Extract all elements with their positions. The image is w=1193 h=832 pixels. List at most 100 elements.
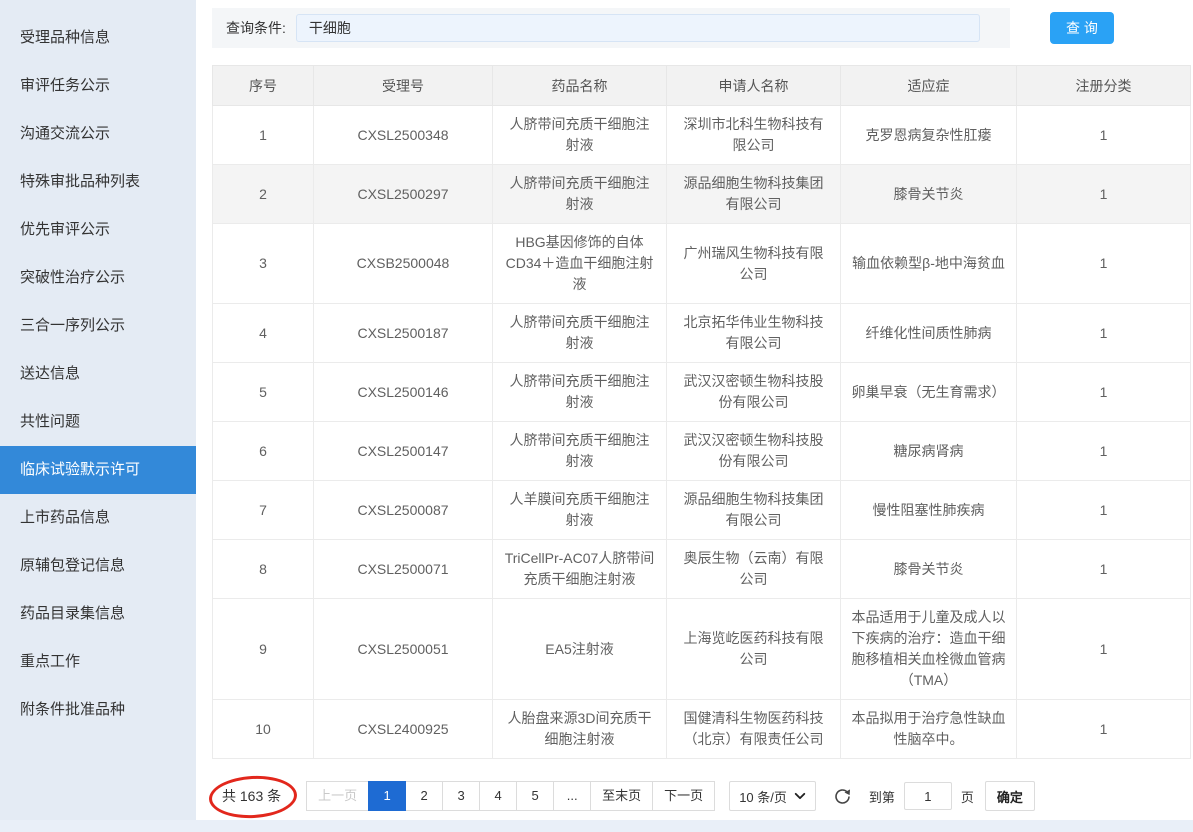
sidebar-menu: 受理品种信息 审评任务公示 沟通交流公示特殊审批品种列表 优先审评公示 突破性治疗公示三…	[0, 14, 196, 734]
sidebar-item[interactable]: 送达信息	[20, 365, 81, 382]
table-cell: 1	[1016, 539, 1191, 599]
table-cell: 5	[212, 362, 314, 422]
sidebar: 受理品种信息 审评任务公示 沟通交流公示特殊审批品种列表 优先审评公示 突破性治疗公示三…	[0, 0, 196, 821]
table-cell: 2	[212, 164, 314, 224]
page-button[interactable]: 1	[368, 781, 407, 811]
total-count-text: 共 163 条	[222, 788, 282, 804]
sidebar-item[interactable]: 共性问题	[20, 413, 81, 430]
table-cell: 本品拟用于治疗急性缺血性脑卒中。	[840, 699, 1017, 759]
table-cell: 1	[1016, 598, 1191, 700]
table-cell: 输血依赖型β-地中海贫血	[840, 223, 1017, 304]
table-cell: 武汉汉密顿生物科技股份有限公司	[666, 362, 841, 422]
table-cell: 1	[1016, 362, 1191, 422]
page-button[interactable]: 5	[516, 781, 555, 811]
table-cell: 慢性阻塞性肺疾病	[840, 480, 1017, 540]
table-cell: 10	[212, 699, 314, 759]
table-cell: 人脐带间充质干细胞注射液	[492, 362, 667, 422]
query-condition-label: 查询条件:	[226, 20, 286, 36]
table-header-row: 序号 受理号 药品名称 申请人名称 适应症 注册分类	[212, 65, 1191, 106]
table-row: 5 CXSL2500146 人脐带间充质干细胞注射液 武汉汉密顿生物科技股份有限公司卵…	[212, 362, 1191, 422]
page-button[interactable]: 2	[405, 781, 444, 811]
table-cell: 纤维化性间质性肺病	[840, 303, 1017, 363]
page-button[interactable]: 4	[479, 781, 518, 811]
page-size-select[interactable]: 10 条/页	[729, 781, 816, 811]
table-cell: 人脐带间充质干细胞注射液	[492, 303, 667, 363]
table-cell: 1	[1016, 164, 1191, 224]
table-cell: EA5注射液	[492, 598, 667, 700]
sidebar-item[interactable]: 受理品种信息	[20, 29, 111, 46]
sidebar-item[interactable]: 临床试验默示许可	[0, 446, 196, 494]
table-cell: 源品细胞生物科技集团有限公司	[666, 480, 841, 540]
table-cell: TriCellPr-AC07人脐带间充质干细胞注射液	[492, 539, 667, 599]
table-cell: 4	[212, 303, 314, 363]
table-cell: 6	[212, 421, 314, 481]
table-row: 7 CXSL2500087 人羊膜间充质干细胞注射液 源品细胞生物科技集团有限公司 慢性…	[212, 480, 1191, 540]
column-header: 药品名称	[492, 65, 667, 106]
table-row: 10 CXSL2400925 人胎盘来源3D间充质干细胞注射液 国健清科生物医药科技（…	[212, 699, 1191, 759]
sidebar-item[interactable]: 突破性治疗公示	[20, 269, 126, 286]
sidebar-item[interactable]: 重点工作	[20, 653, 81, 670]
table-cell: 1	[1016, 105, 1191, 165]
table-cell: 1	[1016, 480, 1191, 540]
table-cell: 1	[1016, 421, 1191, 481]
sidebar-item[interactable]: 审评任务公示	[20, 77, 111, 94]
table-cell: 人脐带间充质干细胞注射液	[492, 105, 667, 165]
table-body: 1 CXSL2500348 人脐带间充质干细胞注射液 深圳市北科生物科技有限公司 克罗恩…	[212, 105, 1191, 759]
sidebar-item[interactable]: 原辅包登记信息	[20, 557, 126, 574]
column-header: 受理号	[313, 65, 493, 106]
sidebar-item[interactable]: 附条件批准品种	[20, 701, 126, 718]
table-cell: CXSL2500147	[313, 421, 493, 481]
sidebar-item[interactable]: 沟通交流公示	[20, 125, 111, 142]
table-cell: 上海览屹医药科技有限公司	[666, 598, 841, 700]
jump-prefix-label: 到第	[868, 789, 895, 805]
table-cell: 1	[212, 105, 314, 165]
table-cell: 广州瑞风生物科技有限公司	[666, 223, 841, 304]
refresh-icon[interactable]	[833, 787, 852, 806]
sidebar-item[interactable]: 药品目录集信息	[20, 605, 126, 622]
table-cell: CXSL2500087	[313, 480, 493, 540]
column-header: 序号	[212, 65, 314, 106]
sidebar-item[interactable]: 特殊审批品种列表	[20, 173, 141, 190]
table-cell: CXSL2500146	[313, 362, 493, 422]
confirm-button[interactable]: 确定	[984, 781, 1035, 811]
page-button[interactable]: 3	[442, 781, 481, 811]
query-row: 查询条件: 查 询	[212, 8, 1190, 48]
ellipsis-page-button[interactable]: ...	[553, 781, 592, 811]
table-cell: 9	[212, 598, 314, 700]
table-cell: 膝骨关节炎	[840, 164, 1017, 224]
table-cell: 卵巢早衰（无生育需求）	[840, 362, 1017, 422]
table-row: 6 CXSL2500147 人脐带间充质干细胞注射液 武汉汉密顿生物科技股份有限公司糖…	[212, 421, 1191, 481]
query-input[interactable]	[295, 14, 980, 42]
table-cell: CXSL2500051	[313, 598, 493, 700]
table-cell: 糖尿病肾病	[840, 421, 1017, 481]
table-cell: 膝骨关节炎	[840, 539, 1017, 599]
table-cell: 3	[212, 223, 314, 304]
table-row: 9 CXSL2500051 EA5注射液 上海览屹医药科技有限公司 本品适用于儿童及成人…	[212, 598, 1191, 700]
table-cell: CXSL2500071	[313, 539, 493, 599]
table-cell: 人脐带间充质干细胞注射液	[492, 164, 667, 224]
query-button[interactable]: 查 询	[1050, 12, 1114, 44]
column-header: 注册分类	[1016, 65, 1191, 106]
table-cell: 人脐带间充质干细胞注射液	[492, 421, 667, 481]
table-cell: CXSB2500048	[313, 223, 493, 304]
table-row: 1 CXSL2500348 人脐带间充质干细胞注射液 深圳市北科生物科技有限公司 克罗恩…	[212, 105, 1191, 165]
table-cell: 武汉汉密顿生物科技股份有限公司	[666, 421, 841, 481]
sidebar-item[interactable]: 上市药品信息	[20, 509, 111, 526]
table-cell: HBG基因修饰的自体CD34＋造血干细胞注射液	[492, 223, 667, 304]
table-cell: 人胎盘来源3D间充质干细胞注射液	[492, 699, 667, 759]
sidebar-item[interactable]: 优先审评公示	[20, 221, 111, 238]
jump-page-input[interactable]	[903, 782, 952, 810]
table-cell: 北京拓华伟业生物科技有限公司	[666, 303, 841, 363]
next-page-button[interactable]: 下一页	[652, 781, 716, 811]
table-cell: 8	[212, 539, 314, 599]
column-header: 申请人名称	[666, 65, 841, 106]
last-page-button[interactable]: 至末页	[590, 781, 654, 811]
sidebar-item[interactable]: 三合一序列公示	[20, 317, 126, 334]
results-table: 序号 受理号 药品名称 申请人名称 适应症 注册分类 1 CXSL2500348 人脐带间充质…	[212, 65, 1191, 759]
table-cell: 深圳市北科生物科技有限公司	[666, 105, 841, 165]
prev-page-button[interactable]: 上一页	[306, 781, 370, 811]
table-cell: 1	[1016, 303, 1191, 363]
chevron-down-icon	[794, 790, 806, 802]
